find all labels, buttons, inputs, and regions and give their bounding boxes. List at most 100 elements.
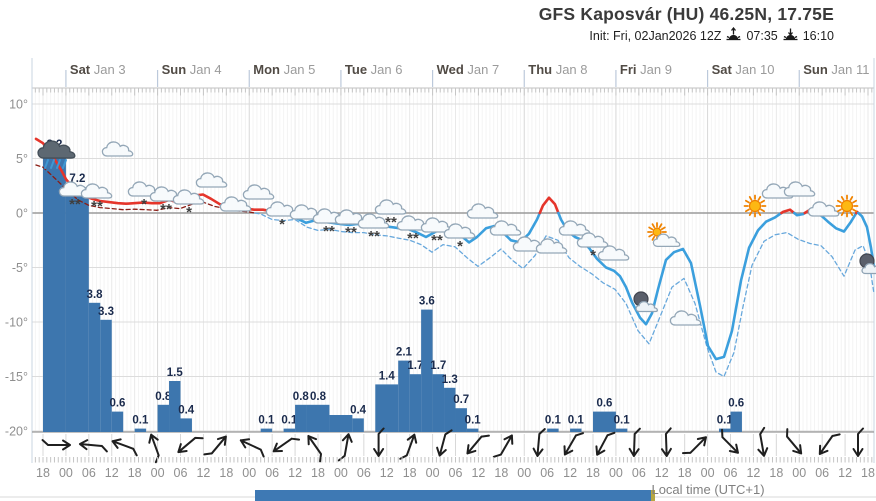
precip-value: 0.6 xyxy=(109,398,125,410)
snow2-icon: ** xyxy=(357,213,390,245)
day-header: Sat Jan 3 Sun Jan 4 Mon Jan 5 Tue Jan 6 Wed … xyxy=(65,62,870,87)
svg-text:**: ** xyxy=(345,224,357,241)
precip-bar xyxy=(157,404,170,432)
precip-value: 0.1 xyxy=(132,415,149,427)
precip-bar xyxy=(570,428,582,432)
svg-text:**: ** xyxy=(91,198,103,215)
wind-arrow-icon xyxy=(466,434,490,455)
svg-text:-15°: -15° xyxy=(5,370,28,384)
sky-icons: ** ** * ** ** ** ** ****** ** ** xyxy=(37,140,876,326)
day-label: Sat Jan 3 xyxy=(70,62,126,77)
time-label: 18 xyxy=(494,466,508,480)
precip-value: 1.3 xyxy=(442,374,458,386)
precip-value: 0.1 xyxy=(717,415,734,427)
wind-arrow-icon xyxy=(148,433,160,464)
day-label: Thu Jan 8 xyxy=(528,62,587,77)
wind-arrow-icon xyxy=(307,434,323,463)
cloud-icon xyxy=(242,184,275,200)
mooncloud-icon xyxy=(859,253,876,275)
bottom-bar-end xyxy=(651,490,655,501)
svg-text:10°: 10° xyxy=(9,98,28,112)
precip-value: 3.6 xyxy=(419,296,435,308)
cloud-icon xyxy=(597,245,630,261)
precip-bar xyxy=(547,428,559,432)
precip-bar xyxy=(65,187,89,432)
day-label: Sun Jan 11 xyxy=(803,62,869,77)
svg-text:**: ** xyxy=(431,232,443,249)
precip-bar xyxy=(444,387,456,432)
svg-text:**: ** xyxy=(69,196,81,213)
precip-bar xyxy=(466,428,479,432)
x-axis-title: Local time (UTC+1) xyxy=(651,482,765,497)
time-label: 06 xyxy=(82,466,96,480)
precip-bar xyxy=(111,411,124,432)
time-label: 06 xyxy=(174,466,188,480)
time-label: 00 xyxy=(701,466,715,480)
precip-bar xyxy=(88,302,101,432)
precipitation-bars: 8.27.23.83.30.60.10.81.50.40.10.10.80.80… xyxy=(43,139,744,432)
wind-arrow-icon xyxy=(436,429,453,457)
cloud-icon xyxy=(195,172,228,188)
precip-value: 3.3 xyxy=(98,306,114,318)
svg-text:**: ** xyxy=(407,230,419,247)
time-label: 12 xyxy=(563,466,577,480)
page-title: GFS Kaposvár (HU) 46.25N, 17.75E xyxy=(538,4,834,24)
precip-value: 1.5 xyxy=(167,367,184,379)
wind-arrow-icon xyxy=(373,427,385,457)
svg-text:-20°: -20° xyxy=(5,425,28,439)
precip-value: 0.8 xyxy=(310,391,327,403)
wind-arrow-icon xyxy=(757,426,769,457)
time-label: 18 xyxy=(36,466,50,480)
suncloud-icon xyxy=(647,222,681,248)
precip-value: 0.1 xyxy=(281,415,298,427)
time-label: 18 xyxy=(219,466,233,480)
wind-arrow-icon xyxy=(786,428,803,455)
time-label: 18 xyxy=(128,466,142,480)
wind-arrow-icon xyxy=(595,431,616,456)
precip-bar xyxy=(295,404,307,432)
snow1-icon: * xyxy=(172,189,205,221)
cloud-icon xyxy=(535,238,568,254)
precip-value: 1.4 xyxy=(379,370,396,382)
svg-text:5°: 5° xyxy=(16,152,28,166)
sunrise-icon xyxy=(725,26,742,45)
wind-arrow-icon xyxy=(681,436,707,455)
precip-value: 0.1 xyxy=(465,415,482,427)
cloud-icon xyxy=(219,196,252,212)
time-label: 12 xyxy=(288,466,302,480)
mooncloud-icon xyxy=(633,291,658,313)
time-label: 18 xyxy=(311,466,325,480)
time-label: 06 xyxy=(449,466,463,480)
precip-value: 2.1 xyxy=(396,347,413,359)
time-label: 12 xyxy=(380,466,394,480)
svg-text:-10°: -10° xyxy=(5,316,28,330)
wind-arrow-icon xyxy=(272,437,301,453)
wind-arrow-icon xyxy=(660,427,672,457)
precip-value: 3.8 xyxy=(87,289,104,301)
cloud-icon xyxy=(783,181,816,197)
chart-header: GFS Kaposvár (HU) 46.25N, 17.75E Init: F… xyxy=(539,4,834,45)
time-label: 12 xyxy=(105,466,119,480)
sunset-icon xyxy=(782,27,799,45)
wind-arrow-icon xyxy=(239,438,265,458)
day-label: Sun Jan 4 xyxy=(162,62,222,77)
precip-value: 0.1 xyxy=(545,415,562,427)
rain-icon xyxy=(37,140,76,169)
day-label: Fri Jan 9 xyxy=(620,62,672,77)
wind-arrow-icon xyxy=(532,427,546,457)
time-axis-labels: 18 00 06 12 18 00 06 12 18 00 06 12 18 00 06 12 18 00 06 12… xyxy=(36,466,875,480)
cloud-icon xyxy=(669,310,702,326)
svg-text:*: * xyxy=(457,238,463,255)
wind-arrow-icon xyxy=(721,428,739,454)
wind-arrow-icon xyxy=(41,439,71,451)
cloud-icon xyxy=(807,201,840,217)
sunrise-time: 07:35 xyxy=(746,29,778,43)
day-label: Sat Jan 10 xyxy=(712,62,775,77)
sun-icon xyxy=(743,194,767,218)
precip-bar xyxy=(730,411,742,432)
y-axis-labels: 10° 5° 0° -5° -10° -15° -20° xyxy=(5,98,28,439)
snow1-icon: * xyxy=(576,232,609,264)
precip-bar xyxy=(134,428,147,432)
